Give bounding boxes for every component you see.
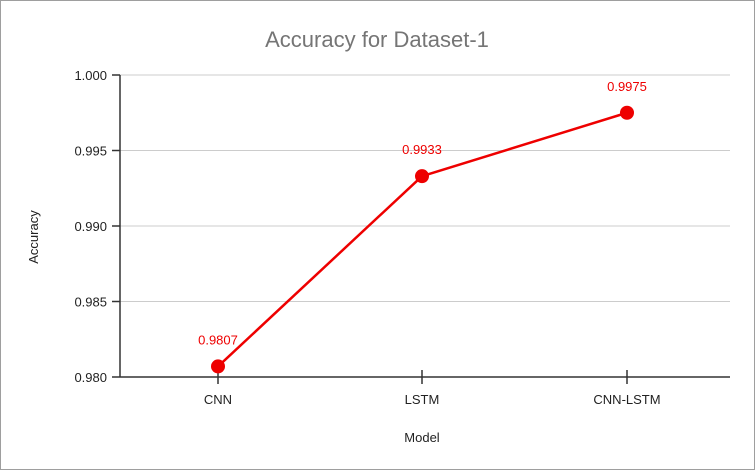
data-labels: 0.9807 0.9933 0.9975 bbox=[198, 79, 647, 348]
data-point-lstm[interactable] bbox=[415, 169, 429, 184]
x-tick-label-1: LSTM bbox=[405, 392, 440, 407]
x-axis-title: Model bbox=[404, 430, 440, 445]
x-tick-label-2: CNN-LSTM bbox=[593, 392, 660, 407]
x-tick-label-0: CNN bbox=[204, 392, 232, 407]
data-label-lstm: 0.9933 bbox=[402, 142, 442, 157]
y-tick-label-3: 0.995 bbox=[74, 144, 107, 159]
axes bbox=[112, 74, 730, 384]
data-label-cnn-lstm: 0.9975 bbox=[607, 79, 647, 94]
y-tick-label-0: 0.980 bbox=[74, 370, 107, 385]
y-tick-label-4: 1.000 bbox=[74, 68, 107, 83]
data-point-cnn[interactable] bbox=[211, 359, 225, 374]
y-axis-title: Accuracy bbox=[26, 210, 41, 264]
series-accuracy bbox=[211, 105, 634, 374]
y-tick-label-1: 0.985 bbox=[74, 295, 107, 310]
data-label-cnn: 0.9807 bbox=[198, 332, 238, 347]
chart-title: Accuracy for Dataset-1 bbox=[265, 27, 489, 52]
grid-lines bbox=[120, 74, 730, 302]
data-point-cnn-lstm[interactable] bbox=[620, 105, 634, 120]
tick-labels: 0.980 0.985 0.990 0.995 1.000 CNN LSTM CNN-LSTM bbox=[74, 68, 660, 407]
y-tick-label-2: 0.990 bbox=[74, 219, 107, 234]
